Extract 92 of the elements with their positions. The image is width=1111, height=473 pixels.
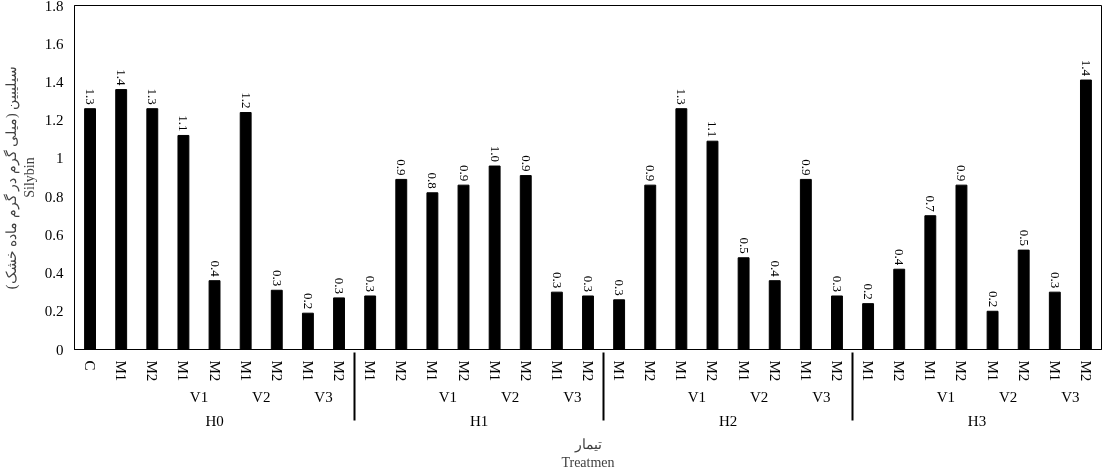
data-label: 0.9 bbox=[954, 164, 970, 182]
data-label: 0.8 bbox=[425, 172, 441, 189]
y-tick-label: 1.2 bbox=[44, 112, 64, 129]
data-label: 1.3 bbox=[674, 88, 690, 105]
data-label: 1.3 bbox=[145, 88, 161, 105]
x-tick-label: M2 bbox=[206, 360, 223, 382]
x-tick-label: M1 bbox=[113, 360, 130, 382]
x-tick-label: M1 bbox=[548, 360, 565, 382]
text: V1 bbox=[189, 389, 209, 406]
x-tick-label: M1 bbox=[673, 360, 690, 382]
x-tick-label: M2 bbox=[331, 360, 348, 382]
data-label: 0.2 bbox=[300, 292, 316, 310]
x-tick-label: M2 bbox=[268, 360, 285, 382]
x-tick-label: C bbox=[82, 360, 99, 371]
text: V1 bbox=[438, 389, 458, 406]
data-label: 1.2 bbox=[238, 92, 254, 109]
text: V1 bbox=[687, 389, 707, 406]
y-tick-label: 0 bbox=[56, 341, 64, 358]
data-label: 0.2 bbox=[861, 283, 877, 300]
x-tick-label: M2 bbox=[766, 360, 783, 382]
x-tick-label: M1 bbox=[922, 360, 939, 382]
text: V2 bbox=[252, 389, 271, 406]
text: V2 bbox=[501, 389, 520, 406]
data-label: 0.4 bbox=[207, 260, 223, 278]
x-tick-label: M1 bbox=[797, 360, 814, 382]
data-label: 0.3 bbox=[549, 271, 565, 289]
x-tick-label: M1 bbox=[299, 360, 316, 382]
text: V1 bbox=[936, 389, 956, 406]
data-label: 0.3 bbox=[363, 275, 379, 292]
x-tick-label: M1 bbox=[1046, 360, 1063, 382]
data-label: 1.1 bbox=[176, 115, 192, 132]
data-label: 0.3 bbox=[612, 279, 628, 296]
y-tick-label: 0.6 bbox=[44, 226, 64, 243]
text: V3 bbox=[314, 389, 333, 406]
data-label: 0.3 bbox=[269, 270, 285, 287]
x-tick-label: M2 bbox=[891, 360, 908, 382]
data-label: 1.4 bbox=[1078, 59, 1094, 77]
text: V2 bbox=[750, 389, 769, 406]
x-tick-label: M2 bbox=[642, 360, 659, 382]
x-tick-label: M2 bbox=[455, 360, 472, 382]
data-label: 0.9 bbox=[394, 159, 410, 176]
y-tick-label: 0.2 bbox=[44, 303, 64, 320]
text: V3 bbox=[563, 389, 582, 406]
text: V3 bbox=[812, 389, 831, 406]
x-tick-label: M1 bbox=[424, 360, 441, 382]
data-label: 0.9 bbox=[518, 155, 534, 172]
x-tick-label: M2 bbox=[580, 360, 596, 382]
x-tick-label: M1 bbox=[984, 360, 1001, 382]
data-label: 0.9 bbox=[456, 164, 472, 182]
data-label: 0.2 bbox=[985, 291, 1001, 308]
x-tick-label: M2 bbox=[517, 360, 534, 382]
x-tick-label: M2 bbox=[144, 360, 161, 382]
x-tick-label: M2 bbox=[1077, 360, 1094, 382]
x-tick-label: M1 bbox=[175, 360, 192, 382]
x-tick-label: M2 bbox=[828, 360, 845, 382]
y-tick-label: 1.4 bbox=[44, 73, 64, 90]
data-label: 0.3 bbox=[829, 275, 845, 292]
text: H1 bbox=[469, 413, 489, 430]
data-label: 1.3 bbox=[83, 88, 99, 105]
data-label: 0.9 bbox=[798, 159, 814, 176]
data-label: 1.0 bbox=[487, 145, 503, 163]
text: H3 bbox=[967, 413, 987, 430]
x-tick-label: M2 bbox=[393, 360, 410, 382]
data-label: 0.5 bbox=[736, 237, 752, 254]
y-tick-label: 0.4 bbox=[44, 265, 64, 282]
data-label: 0.4 bbox=[767, 260, 783, 278]
y-tick-label: 1.6 bbox=[44, 35, 64, 52]
data-label: 0.9 bbox=[643, 164, 659, 182]
x-tick-label: M1 bbox=[237, 360, 254, 382]
x-tick-label: M2 bbox=[953, 360, 970, 382]
data-label: 0.3 bbox=[332, 277, 348, 294]
data-label: 0.7 bbox=[923, 195, 939, 213]
x-tick-label: M1 bbox=[362, 360, 379, 382]
data-label: 1.1 bbox=[705, 120, 721, 138]
data-label: 1.4 bbox=[114, 69, 130, 87]
x-tick-label: M1 bbox=[486, 360, 503, 382]
x-tick-label: M1 bbox=[735, 360, 752, 382]
y-tick-label: 0.8 bbox=[44, 188, 64, 205]
data-label: 0.5 bbox=[1016, 229, 1032, 247]
x-tick-label: M2 bbox=[704, 360, 721, 382]
data-label: 0.4 bbox=[892, 248, 908, 266]
text: V2 bbox=[998, 389, 1018, 406]
data-label: 0.3 bbox=[1047, 271, 1063, 289]
text: H2 bbox=[718, 413, 738, 430]
text: V3 bbox=[1061, 389, 1080, 406]
y-tick-label: 1 bbox=[56, 150, 64, 167]
x-tick-label: M1 bbox=[860, 360, 877, 382]
text: H0 bbox=[205, 413, 224, 430]
x-tick-label: M2 bbox=[1015, 360, 1032, 382]
data-label: 0.3 bbox=[581, 275, 596, 292]
y-tick-label: 1.8 bbox=[44, 0, 64, 14]
x-tick-label: M1 bbox=[611, 360, 628, 382]
